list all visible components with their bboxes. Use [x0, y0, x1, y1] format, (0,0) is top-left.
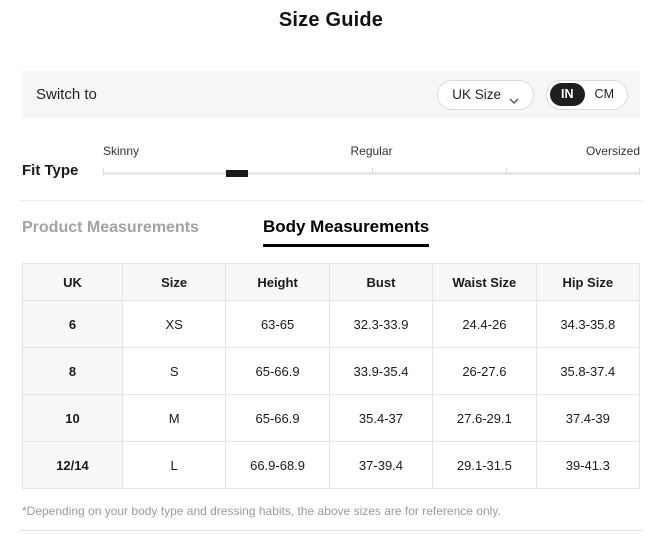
fit-slider-tick [505, 168, 507, 175]
tab-product-measurements[interactable]: Product Measurements [22, 219, 199, 236]
page-title: Size Guide [278, 9, 384, 31]
fit-scale-label-skinny: Skinny [103, 144, 140, 158]
fit-slider-track[interactable] [103, 168, 640, 177]
row-header-cell: 8 [22, 347, 123, 395]
unit-toggle: IN CM [546, 79, 628, 110]
chevron-down-icon [509, 92, 519, 104]
size-table-container: UK Size Height Bust Waist Size Hip Size 6 XS 63… [22, 263, 641, 489]
table-cell: 63-65 [225, 300, 330, 348]
table-row: 8 S 65-66.9 33.9-35.4 26-27.6 35.8-37.4 [22, 347, 641, 395]
table-cell: 33.9-35.4 [328, 347, 434, 395]
fit-type-label: Fit Type [22, 162, 79, 179]
fit-slider-handle[interactable] [226, 170, 249, 177]
table-cell: M [121, 394, 227, 442]
size-standard-value: UK Size [452, 87, 502, 102]
fit-scale-label-oversized: Oversized [585, 144, 640, 158]
table-row: 12/14 L 66.9-68.9 37-39.4 29.1-31.5 39-41.3 [22, 441, 641, 489]
unit-switch-bar: Switch to UK Size IN CM [22, 71, 640, 118]
switch-controls: UK Size IN CM [437, 79, 628, 110]
table-cell: 66.9-68.9 [225, 441, 330, 489]
switch-to-label: Switch to [36, 86, 97, 103]
size-standard-dropdown[interactable]: UK Size [437, 79, 535, 110]
table-cell: 27.6-29.1 [432, 394, 537, 442]
column-header: Size [121, 263, 227, 301]
table-cell: 39-41.3 [535, 441, 641, 489]
tab-body-measurements[interactable]: Body Measurements [262, 217, 430, 247]
fit-slider-tick [103, 168, 104, 175]
table-cell: 35.4-37 [328, 394, 434, 442]
table-cell: 34.3-35.8 [535, 300, 641, 348]
table-cell: 65-66.9 [225, 347, 330, 395]
column-header: Waist Size [432, 263, 537, 301]
table-row: 6 XS 63-65 32.3-33.9 24.4-26 34.3-35.8 [22, 300, 641, 348]
table-cell: 32.3-33.9 [328, 300, 434, 348]
table-cell: 24.4-26 [432, 300, 537, 348]
size-table-body: 6 XS 63-65 32.3-33.9 24.4-26 34.3-35.8 8 S 65-66… [22, 300, 641, 489]
fit-scale-labels: Skinny Regular Oversized [103, 144, 640, 159]
fit-type-slider: Skinny Regular Oversized [103, 144, 640, 177]
fit-scale-label-regular: Regular [350, 144, 393, 158]
size-table-head-row: UK Size Height Bust Waist Size Hip Size [22, 263, 641, 301]
fit-type-section: Fit Type Skinny Regular Oversized [22, 144, 640, 179]
bottom-divider [20, 530, 642, 531]
measurement-tabs: Product Measurements Body Measurements [22, 217, 640, 247]
unit-option-cm[interactable]: CM [594, 87, 614, 101]
table-cell: 35.8-37.4 [535, 347, 641, 395]
table-cell: XS [121, 300, 227, 348]
fit-slider-tick [639, 168, 640, 175]
table-row: 10 M 65-66.9 35.4-37 27.6-29.1 37.4-39 [22, 394, 641, 442]
fit-slider-tick [371, 168, 373, 175]
table-cell: 26-27.6 [432, 347, 537, 395]
table-cell: 37-39.4 [328, 441, 434, 489]
column-header: Hip Size [535, 263, 641, 301]
column-header: Height [225, 263, 330, 301]
table-cell: 65-66.9 [225, 394, 330, 442]
row-header-cell: 10 [22, 394, 123, 442]
footnote: *Depending on your body type and dressin… [22, 504, 501, 518]
column-header: Bust [328, 263, 434, 301]
section-divider [20, 200, 642, 201]
table-cell: L [121, 441, 227, 489]
unit-option-in[interactable]: IN [550, 83, 585, 106]
size-table: UK Size Height Bust Waist Size Hip Size 6 XS 63… [22, 263, 641, 489]
column-header: UK [22, 263, 123, 301]
table-cell: 29.1-31.5 [432, 441, 537, 489]
table-cell: S [121, 347, 227, 395]
table-cell: 37.4-39 [535, 394, 641, 442]
row-header-cell: 12/14 [22, 441, 123, 489]
row-header-cell: 6 [22, 300, 123, 348]
